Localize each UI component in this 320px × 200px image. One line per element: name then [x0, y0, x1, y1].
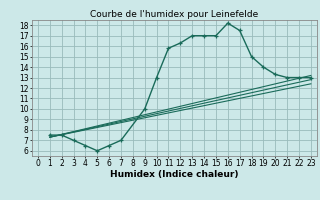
Title: Courbe de l'humidex pour Leinefelde: Courbe de l'humidex pour Leinefelde	[90, 10, 259, 19]
X-axis label: Humidex (Indice chaleur): Humidex (Indice chaleur)	[110, 170, 239, 179]
